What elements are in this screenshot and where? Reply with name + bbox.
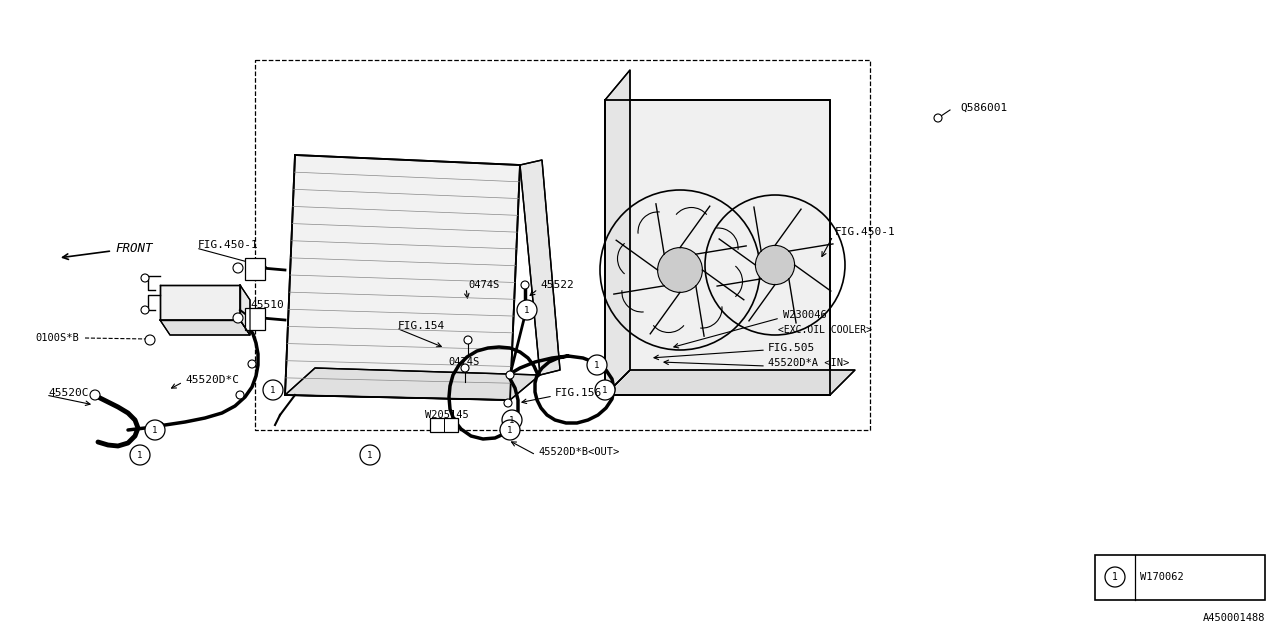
Text: FIG.154: FIG.154 — [398, 321, 445, 331]
Circle shape — [465, 336, 472, 344]
Polygon shape — [160, 320, 250, 335]
Circle shape — [233, 263, 243, 273]
Text: FIG.450-1: FIG.450-1 — [198, 240, 259, 250]
Polygon shape — [605, 370, 855, 395]
Circle shape — [504, 399, 512, 407]
Text: 0474S: 0474S — [448, 357, 479, 367]
Circle shape — [236, 391, 244, 399]
Circle shape — [658, 248, 703, 292]
Text: 1: 1 — [525, 305, 530, 314]
Polygon shape — [605, 70, 630, 395]
Circle shape — [521, 311, 529, 319]
Bar — [1094, 555, 1265, 600]
Text: 45520D*A <IN>: 45520D*A <IN> — [768, 358, 849, 368]
Text: 45520D*B<OUT>: 45520D*B<OUT> — [538, 447, 620, 457]
Text: 1: 1 — [152, 426, 157, 435]
Text: 0100S*B: 0100S*B — [35, 333, 79, 343]
Circle shape — [755, 245, 795, 285]
Text: 45510: 45510 — [250, 300, 284, 310]
Polygon shape — [160, 285, 241, 320]
Circle shape — [248, 360, 256, 368]
Circle shape — [233, 313, 243, 323]
Circle shape — [934, 114, 942, 122]
Circle shape — [506, 371, 515, 379]
Circle shape — [145, 335, 155, 345]
Text: 1: 1 — [509, 415, 515, 424]
Circle shape — [141, 274, 148, 282]
Circle shape — [131, 445, 150, 465]
Polygon shape — [520, 160, 561, 375]
Text: FIG.450-1: FIG.450-1 — [835, 227, 896, 237]
Circle shape — [517, 300, 538, 320]
Text: W205145: W205145 — [425, 410, 468, 420]
Circle shape — [591, 361, 599, 369]
Text: 1: 1 — [507, 426, 513, 435]
Circle shape — [595, 380, 614, 400]
Text: 1: 1 — [603, 385, 608, 394]
Circle shape — [588, 355, 607, 375]
Circle shape — [262, 380, 283, 400]
Circle shape — [90, 390, 100, 400]
Circle shape — [461, 364, 468, 372]
Text: 1: 1 — [367, 451, 372, 460]
Text: 45522: 45522 — [540, 280, 573, 290]
Polygon shape — [241, 285, 250, 335]
Text: A450001488: A450001488 — [1202, 613, 1265, 623]
Text: 45520C: 45520C — [49, 388, 88, 398]
Text: 1: 1 — [270, 385, 275, 394]
Polygon shape — [285, 155, 520, 400]
Text: W170062: W170062 — [1140, 572, 1184, 582]
Text: FIG.156: FIG.156 — [556, 388, 603, 398]
Text: 0474S: 0474S — [468, 280, 499, 290]
Bar — [430, 418, 458, 432]
Circle shape — [521, 281, 529, 289]
Polygon shape — [285, 368, 540, 400]
Circle shape — [156, 422, 164, 430]
Text: Q586001: Q586001 — [960, 103, 1007, 113]
Text: 1: 1 — [594, 360, 600, 369]
Bar — [244, 258, 265, 280]
Circle shape — [145, 420, 165, 440]
Text: FRONT: FRONT — [63, 241, 152, 259]
Circle shape — [500, 420, 520, 440]
Circle shape — [141, 306, 148, 314]
Text: FIG.505: FIG.505 — [768, 343, 815, 353]
Text: 1: 1 — [1112, 572, 1117, 582]
Polygon shape — [605, 100, 829, 395]
Circle shape — [506, 426, 515, 434]
Bar — [244, 308, 265, 330]
Text: 1: 1 — [137, 451, 142, 460]
Circle shape — [360, 445, 380, 465]
Text: <EXC.OIL COOLER>: <EXC.OIL COOLER> — [778, 325, 872, 335]
Text: 45520D*C: 45520D*C — [186, 375, 239, 385]
Circle shape — [502, 410, 522, 430]
Text: W230046: W230046 — [783, 310, 827, 320]
